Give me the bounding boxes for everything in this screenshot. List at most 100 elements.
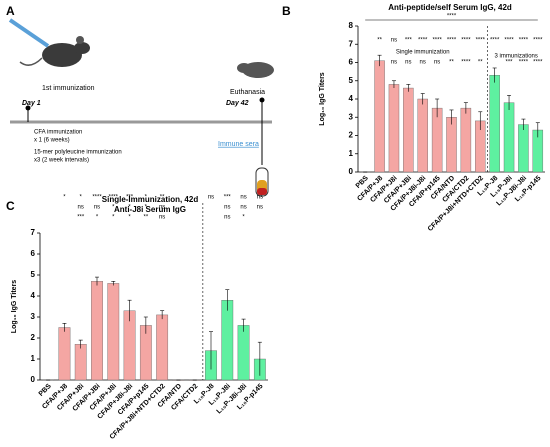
bar xyxy=(74,344,87,381)
y-tick-label: 4 xyxy=(31,291,36,300)
significance-label: **** xyxy=(533,38,543,44)
y-tick-label: 5 xyxy=(349,76,354,85)
bar xyxy=(91,281,103,381)
significance-label: **** xyxy=(519,60,529,66)
y-tick-label: 7 xyxy=(31,228,36,237)
significance-label: ns xyxy=(240,205,246,211)
significance-label: ** xyxy=(160,195,165,201)
significance-label: ns xyxy=(434,60,440,66)
significance-label: * xyxy=(112,205,115,211)
y-tick-label: 2 xyxy=(31,333,36,342)
bar xyxy=(460,107,472,173)
y-tick-label: 0 xyxy=(349,167,354,176)
tube-icon xyxy=(255,167,269,197)
significance-label: ** xyxy=(449,60,454,66)
significance-label: **** xyxy=(447,14,457,20)
bar xyxy=(403,87,414,173)
bar xyxy=(503,102,515,173)
group-label: Single immunization xyxy=(396,50,450,56)
significance-label: ns xyxy=(420,60,426,66)
bar xyxy=(417,98,428,173)
y-tick-label: 5 xyxy=(31,270,36,279)
significance-label: ns xyxy=(391,38,397,44)
significance-label: ** xyxy=(144,215,149,221)
schematic-label: x 1 (6 weeks) xyxy=(34,138,70,144)
schematic-label: CFA immunization xyxy=(34,130,82,136)
significance-label: ns xyxy=(391,60,397,66)
significance-label: *** xyxy=(405,38,413,44)
bar xyxy=(107,283,120,381)
chart-title: Anti-peptide/self Serum IgG, 42d xyxy=(388,3,512,12)
schematic-label: 15-mer polyleucine immunization xyxy=(34,150,122,156)
schematic-label: Day 42 xyxy=(226,100,249,107)
y-tick-label: 4 xyxy=(349,94,354,103)
significance-label: * xyxy=(63,195,66,201)
significance-label: ns xyxy=(94,205,100,211)
schematic-label: Day 1 xyxy=(22,100,41,107)
y-tick-label: 1 xyxy=(31,354,36,363)
bar xyxy=(221,300,234,381)
bar xyxy=(446,117,457,173)
y-tick-label: 1 xyxy=(349,149,354,158)
significance-label: **** xyxy=(490,38,500,44)
significance-label: ns xyxy=(257,195,263,201)
mouse-icon xyxy=(237,62,274,78)
y-tick-label: 6 xyxy=(31,249,36,258)
bar xyxy=(58,327,71,381)
significance-label: **** xyxy=(418,38,428,44)
significance-label: *** xyxy=(224,195,232,201)
significance-label: * xyxy=(128,215,131,221)
significance-label: **** xyxy=(432,38,442,44)
significance-label: **** xyxy=(533,60,543,66)
bar xyxy=(489,75,500,173)
significance-label: ns xyxy=(240,195,246,201)
significance-label: * xyxy=(128,205,131,211)
significance-label: ns xyxy=(159,205,165,211)
significance-label: ns xyxy=(159,215,165,221)
significance-label: * xyxy=(145,205,148,211)
timeline-dot xyxy=(259,97,265,103)
significance-label: *** xyxy=(126,195,134,201)
significance-label: * xyxy=(242,215,245,221)
timeline-dot xyxy=(25,105,31,111)
panel-label: C xyxy=(6,199,15,213)
y-tick-label: 8 xyxy=(349,21,354,30)
significance-label: *** xyxy=(506,60,514,66)
bar xyxy=(374,60,385,173)
schematic-label: Euthanasia xyxy=(230,89,265,96)
significance-label: *** xyxy=(77,215,85,221)
significance-label: * xyxy=(80,195,83,201)
y-tick-label: 2 xyxy=(349,131,354,140)
bar xyxy=(518,124,529,173)
chart-title: Single-Immunization, 42d xyxy=(102,195,199,204)
significance-label: * xyxy=(96,215,99,221)
bar xyxy=(388,84,400,173)
significance-label: * xyxy=(112,215,115,221)
chart-subtitle: Anti-J8i Serum IgG xyxy=(114,205,186,214)
significance-label: ns xyxy=(224,205,230,211)
panel-label: A xyxy=(6,4,15,18)
significance-label: **** xyxy=(476,38,486,44)
significance-label: **** xyxy=(92,195,102,201)
y-tick-label: 3 xyxy=(31,312,36,321)
y-axis-label: Log₁₀ IgG Titers xyxy=(11,280,18,333)
significance-label: ns xyxy=(405,60,411,66)
significance-label: **** xyxy=(109,195,119,201)
schematic-label: 1st immunization xyxy=(42,85,95,92)
schematic-label: x3 (2 week intervals) xyxy=(34,158,89,164)
panel-label: B xyxy=(282,4,291,18)
significance-label: **** xyxy=(519,38,529,44)
bar xyxy=(237,325,250,381)
bar xyxy=(431,107,443,173)
significance-label: ns xyxy=(224,215,230,221)
group-label: 3 immunizations xyxy=(495,54,538,60)
bar xyxy=(156,314,169,381)
significance-label: **** xyxy=(504,38,514,44)
significance-label: * xyxy=(145,195,148,201)
significance-label: **** xyxy=(447,38,457,44)
significance-label: ns xyxy=(208,195,214,201)
y-tick-label: 6 xyxy=(349,58,354,67)
significance-label: ns xyxy=(257,205,263,211)
significance-label: ** xyxy=(377,38,382,44)
